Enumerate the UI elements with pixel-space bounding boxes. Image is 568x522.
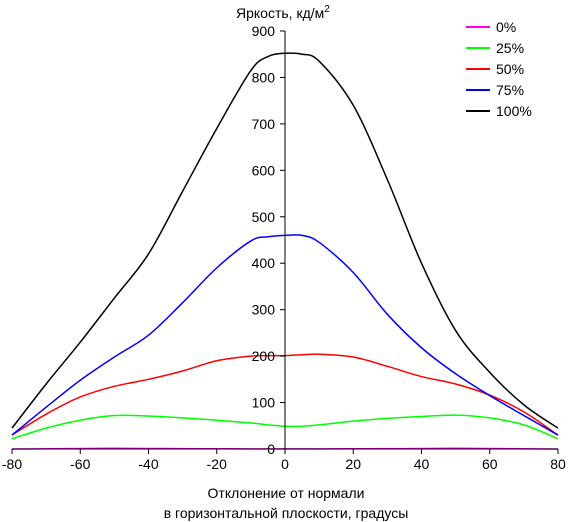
legend-label: 100% [496, 103, 532, 119]
legend-label: 50% [496, 61, 524, 77]
x-tick-label: -20 [207, 456, 227, 472]
y-tick-label: 500 [252, 209, 276, 225]
y-tick-label: 100 [252, 395, 276, 411]
y-tick-label: 800 [252, 69, 276, 85]
x-tick-label: -60 [70, 456, 90, 472]
legend-label: 0% [496, 19, 516, 35]
x-tick-label: 0 [281, 456, 289, 472]
legend-label: 75% [496, 82, 524, 98]
y-tick-label: 0 [267, 441, 275, 457]
y-tick-label: 200 [252, 348, 276, 364]
y-tick-label: 400 [252, 255, 276, 271]
x-ticks: -80 -60 -40 -20 0 20 40 60 80 [2, 449, 566, 472]
y-tick-label: 700 [252, 116, 276, 132]
legend-label: 25% [496, 40, 524, 56]
chart-title-text: Яркость, кд/м [236, 5, 324, 21]
x-axis-title-line-1: Отклонение от нормали [208, 485, 365, 501]
legend: 0% 25% 50% 75% 100% [466, 19, 532, 119]
x-tick-label: 20 [345, 456, 361, 472]
y-tick-label: 900 [252, 23, 276, 39]
x-axis-title-line-2: в горизонтальной плоскости, градусы [164, 505, 409, 521]
chart-title-superscript: 2 [324, 4, 330, 15]
x-tick-label: 40 [414, 456, 430, 472]
chart-title: Яркость, кд/м2 [236, 4, 330, 21]
y-tick-label: 600 [252, 162, 276, 178]
x-tick-label: -80 [2, 456, 22, 472]
x-tick-label: 60 [482, 456, 498, 472]
y-tick-label: 300 [252, 302, 276, 318]
x-tick-label: 80 [550, 456, 566, 472]
y-ticks: 0 100 200 300 400 500 600 700 800 900 [252, 23, 285, 457]
x-tick-label: -40 [138, 456, 158, 472]
